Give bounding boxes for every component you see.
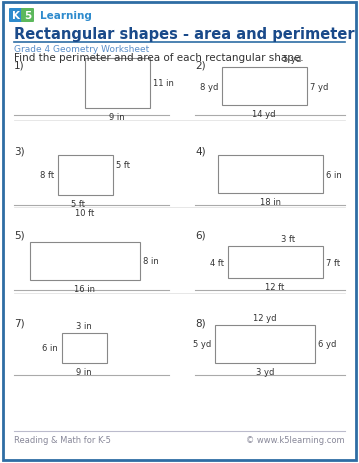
- Text: Learning: Learning: [40, 11, 92, 21]
- Text: 8 in: 8 in: [143, 257, 159, 266]
- Text: 12 yd: 12 yd: [253, 313, 277, 322]
- Text: Find the perimeter and area of each rectangular shape.: Find the perimeter and area of each rect…: [14, 53, 304, 63]
- Text: 5 yd: 5 yd: [193, 340, 211, 349]
- Bar: [58, 156, 113, 195]
- Text: 12 ft: 12 ft: [265, 282, 285, 291]
- Text: 18 in: 18 in: [260, 198, 280, 206]
- Bar: [215, 325, 315, 363]
- Bar: [222, 68, 307, 106]
- Text: Grade 4 Geometry Worksheet: Grade 4 Geometry Worksheet: [14, 44, 149, 53]
- FancyBboxPatch shape: [9, 9, 23, 23]
- Bar: [30, 243, 140, 281]
- Text: 14 yd: 14 yd: [252, 110, 276, 119]
- Text: 3): 3): [14, 146, 25, 156]
- Text: 11 in: 11 in: [153, 79, 174, 88]
- Bar: [85, 59, 150, 109]
- Text: 5 ft: 5 ft: [116, 161, 130, 170]
- Text: Rectangular shapes - area and perimeter: Rectangular shapes - area and perimeter: [14, 26, 355, 41]
- Text: Reading & Math for K-5: Reading & Math for K-5: [14, 436, 111, 444]
- Text: 5 yd: 5 yd: [283, 55, 301, 64]
- Text: 2): 2): [195, 61, 206, 71]
- Text: 5 ft: 5 ft: [71, 200, 85, 208]
- Text: 9 in: 9 in: [76, 367, 92, 376]
- Text: 5: 5: [24, 11, 31, 21]
- Text: 8 yd: 8 yd: [200, 82, 218, 91]
- Text: 16 in: 16 in: [75, 284, 95, 294]
- Text: © www.k5learning.com: © www.k5learning.com: [246, 436, 345, 444]
- Bar: [228, 246, 323, 278]
- Text: 3 yd: 3 yd: [256, 367, 274, 376]
- Text: 8 ft: 8 ft: [40, 171, 54, 180]
- Text: 8): 8): [195, 319, 206, 328]
- Text: 3 in: 3 in: [76, 321, 92, 330]
- Text: 1): 1): [14, 61, 25, 71]
- Text: 9 in: 9 in: [109, 113, 125, 122]
- Text: 3 ft: 3 ft: [281, 234, 295, 244]
- Text: 10 ft: 10 ft: [75, 208, 95, 218]
- Text: 6 in: 6 in: [326, 170, 342, 179]
- Bar: [62, 333, 107, 363]
- Text: 7 ft: 7 ft: [326, 258, 340, 267]
- Text: 4 ft: 4 ft: [210, 258, 224, 267]
- Text: 4): 4): [195, 146, 206, 156]
- Text: 6 in: 6 in: [42, 344, 58, 353]
- Text: 7): 7): [14, 319, 25, 328]
- FancyBboxPatch shape: [21, 9, 34, 23]
- Text: 6 yd: 6 yd: [318, 340, 336, 349]
- Text: K: K: [12, 11, 20, 21]
- Bar: [218, 156, 323, 194]
- Text: 7 yd: 7 yd: [310, 82, 328, 91]
- Text: 6): 6): [195, 231, 206, 240]
- Text: 5): 5): [14, 231, 25, 240]
